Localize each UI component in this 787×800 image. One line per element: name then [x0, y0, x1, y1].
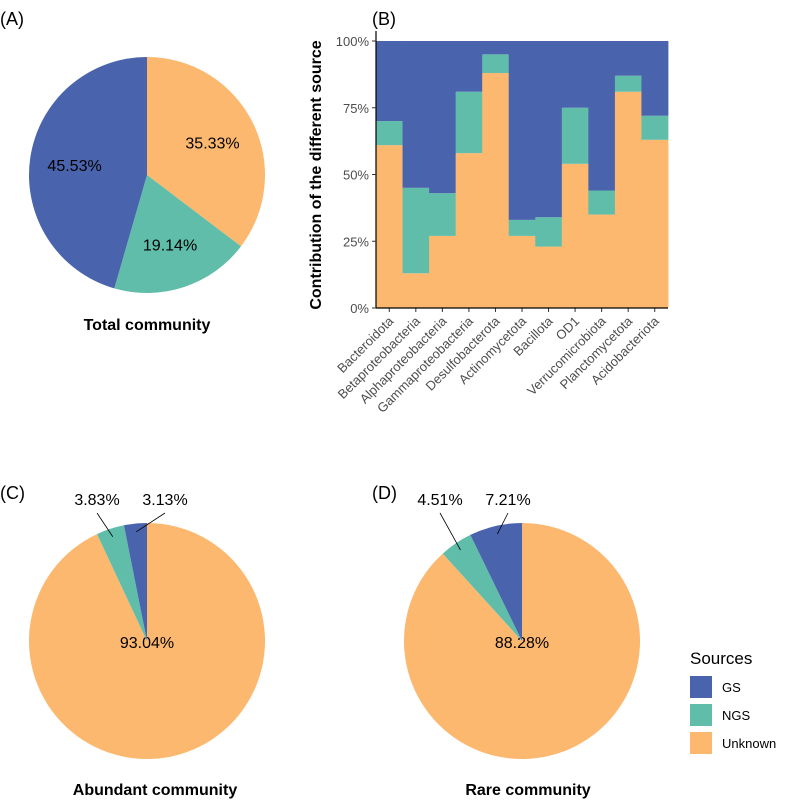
bar-bacillota-unknown — [535, 246, 563, 308]
panel-tag-b: (B) — [372, 9, 396, 29]
pie-chart-abundant: 93.04% 3.83% 3.13% — [29, 492, 266, 759]
legend-swatch-unknown — [690, 732, 712, 754]
pie-slice-total-unknown — [147, 57, 266, 247]
bar-desulfobacterota-gs — [482, 41, 510, 55]
bar-od1-ngs — [561, 107, 589, 164]
bar-y-axis-label: Contribution of the different source — [308, 40, 325, 309]
bar-verrucomicrobiota-gs — [588, 41, 616, 191]
legend-item-ngs: NGS — [690, 704, 751, 726]
pie-title-rare: Rare community — [465, 782, 590, 799]
pie-label-rare-ngs: 4.51% — [417, 492, 462, 509]
y-tick-label-0pct: 0% — [350, 301, 369, 316]
pie-title-total: Total community — [84, 317, 211, 334]
stacked-bar-chart: BacteroidotaBetaproteobacteriaAlphaprote… — [334, 31, 669, 416]
legend-swatch-gs — [690, 676, 712, 698]
panel-tag-d: (D) — [372, 483, 397, 503]
pie-slice-abundant-ngs — [97, 525, 147, 641]
bar-betaproteobacteria-ngs — [402, 187, 430, 274]
bar-planctomycetota-ngs — [614, 75, 642, 92]
y-tick-label-100pct: 100% — [336, 34, 370, 49]
pie-slice-total-gs — [29, 57, 147, 289]
bar-gammaproteobacteria-ngs — [455, 91, 483, 154]
pie-slice-rare-ngs — [442, 534, 522, 641]
bar-desulfobacterota-unknown — [482, 73, 510, 308]
legend-item-gs: GS — [690, 676, 741, 698]
bar-alphaproteobacteria-unknown — [429, 235, 457, 308]
pie-label-total-ngs: 19.14% — [143, 237, 197, 254]
y-tick-label-25pct: 25% — [343, 234, 369, 249]
y-tick-label-50pct: 50% — [343, 168, 369, 183]
bar-bacteroidota-unknown — [376, 145, 403, 308]
pie-label-abundant-ngs: 3.83% — [74, 492, 119, 509]
bar-gammaproteobacteria-unknown — [455, 153, 483, 308]
bar-desulfobacterota-ngs — [482, 54, 510, 74]
bar-betaproteobacteria-gs — [402, 41, 430, 188]
bar-actinomycetota-gs — [508, 41, 536, 220]
pie-slice-total-ngs — [114, 175, 242, 293]
pie-slice-abundant-unknown — [29, 523, 266, 759]
bar-actinomycetota-unknown — [508, 235, 536, 308]
bar-planctomycetota-unknown — [614, 91, 642, 308]
bar-od1-unknown — [561, 163, 589, 308]
pie-slice-rare-gs — [470, 523, 522, 641]
bar-actinomycetota-ngs — [508, 219, 536, 236]
panel-tag-c: (C) — [0, 483, 25, 503]
pie-slice-abundant-gs — [123, 523, 147, 641]
bar-gammaproteobacteria-gs — [455, 41, 483, 92]
bar-acidobacteriota-gs — [641, 41, 669, 116]
pie-chart-total: 35.33% 19.14% 45.53% — [29, 57, 266, 293]
pie-label-rare-gs: 7.21% — [485, 492, 530, 509]
bar-betaproteobacteria-unknown — [402, 273, 430, 308]
pie-label-total-gs: 45.53% — [47, 158, 101, 175]
pie-leader-abundant-ngs — [96, 512, 114, 537]
legend-swatch-ngs — [690, 704, 712, 726]
pie-chart-rare: 88.28% 4.51% 7.21% — [403, 492, 640, 760]
panel-tag-a: (A) — [0, 9, 24, 29]
legend-label-ngs: NGS — [722, 708, 751, 723]
bar-bacteroidota-gs — [376, 41, 403, 122]
bar-alphaproteobacteria-gs — [429, 41, 457, 194]
pie-label-abundant-unknown: 93.04% — [120, 635, 174, 652]
pie-label-abundant-gs: 3.13% — [142, 492, 187, 509]
bar-planctomycetota-gs — [614, 41, 642, 76]
pie-title-abundant: Abundant community — [73, 782, 238, 799]
bar-bacillota-ngs — [535, 217, 563, 247]
pie-label-rare-unknown: 88.28% — [495, 635, 549, 652]
legend-label-unknown: Unknown — [722, 736, 776, 751]
bar-acidobacteriota-ngs — [641, 115, 669, 140]
bar-verrucomicrobiota-unknown — [588, 214, 616, 308]
legend-item-unknown: Unknown — [690, 732, 776, 754]
legend-title: Sources — [690, 649, 752, 668]
bar-bacillota-gs — [535, 41, 563, 218]
pie-leader-abundant-gs — [136, 512, 166, 533]
pie-label-total-unknown: 35.33% — [185, 135, 239, 152]
y-tick-label-75pct: 75% — [343, 101, 369, 116]
bar-od1-gs — [561, 41, 589, 108]
pie-leader-rare-gs — [496, 512, 509, 535]
bar-acidobacteriota-unknown — [641, 139, 669, 308]
legend-label-gs: GS — [722, 680, 741, 695]
bar-bacteroidota-ngs — [376, 121, 403, 146]
bar-alphaproteobacteria-ngs — [429, 193, 457, 236]
bar-verrucomicrobiota-ngs — [588, 190, 616, 215]
pie-leader-rare-ngs — [439, 512, 461, 551]
